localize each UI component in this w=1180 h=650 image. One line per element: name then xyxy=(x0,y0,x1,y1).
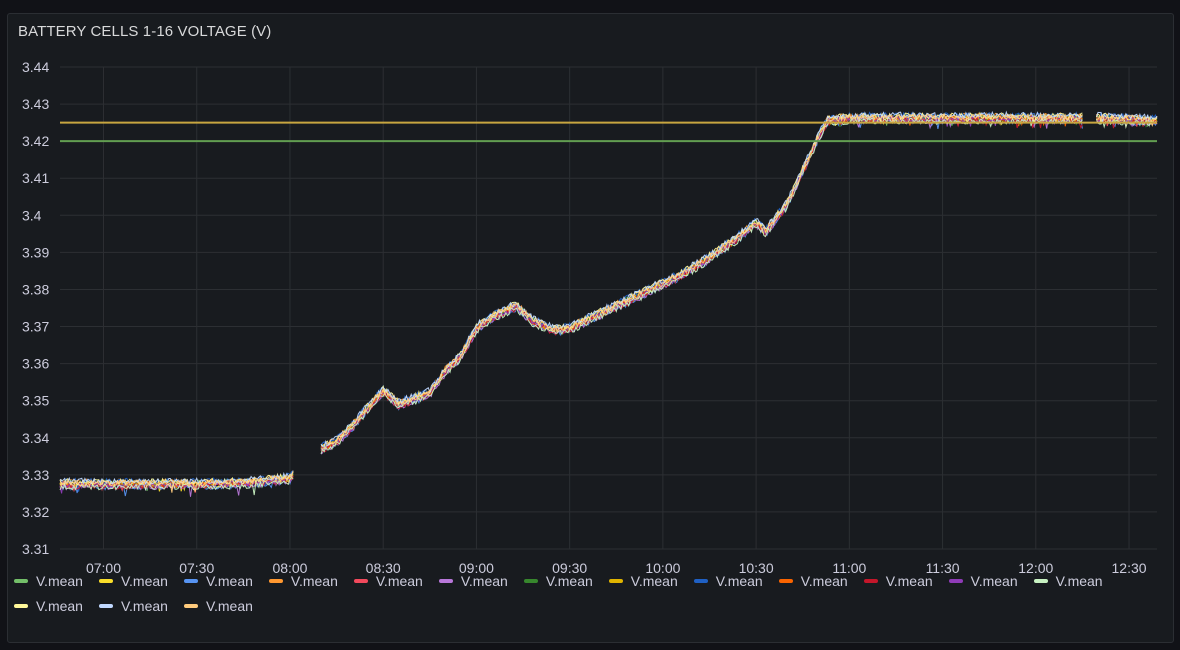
legend-label: V.mean xyxy=(205,572,253,589)
y-tick-label: 3.4 xyxy=(22,207,42,223)
y-tick-label: 3.37 xyxy=(22,319,49,335)
legend-label: V.mean xyxy=(36,572,83,589)
legend-item[interactable]: V.mean xyxy=(268,572,338,589)
panel-title: BATTERY CELLS 1-16 VOLTAGE (V) xyxy=(18,23,272,40)
series-line[interactable] xyxy=(59,113,1158,492)
x-tick-label: 08:00 xyxy=(272,560,307,576)
legend-item[interactable]: V.mean xyxy=(14,597,83,614)
x-tick-label: 08:30 xyxy=(366,560,401,576)
x-tick-label: 12:00 xyxy=(1018,560,1053,576)
y-tick-label: 3.42 xyxy=(22,133,49,149)
legend-swatch xyxy=(1033,578,1048,583)
legend-label: V.mean xyxy=(205,597,253,614)
legend-item[interactable]: V.mean xyxy=(183,572,253,589)
x-tick-label: 09:30 xyxy=(552,560,587,576)
legend-item[interactable]: V.mean xyxy=(98,572,168,589)
legend-swatch xyxy=(438,578,453,583)
legend-item[interactable]: V.mean xyxy=(183,597,253,614)
legend-item[interactable]: V.mean xyxy=(98,597,168,614)
series-line[interactable] xyxy=(59,116,1158,491)
x-tick-label: 12:30 xyxy=(1112,560,1147,576)
y-tick-label: 3.43 xyxy=(22,96,49,112)
series-line[interactable] xyxy=(59,113,1158,492)
series-line[interactable] xyxy=(59,113,1158,490)
series-line[interactable] xyxy=(59,114,1158,489)
y-tick-label: 3.34 xyxy=(22,430,49,446)
x-tick-label: 10:30 xyxy=(739,560,774,576)
legend-swatch xyxy=(778,578,793,583)
legend-item[interactable]: V.mean xyxy=(948,572,1018,589)
x-tick-label: 07:30 xyxy=(179,560,214,576)
legend-swatch xyxy=(608,578,623,583)
legend-label: V.mean xyxy=(120,597,168,614)
series-line[interactable] xyxy=(59,112,1158,493)
legend-item[interactable]: V.mean xyxy=(778,572,848,589)
legend-item[interactable]: V.mean xyxy=(523,572,593,589)
legend-label: V.mean xyxy=(290,572,338,589)
legend-label: V.mean xyxy=(460,572,508,589)
legend-label: V.mean xyxy=(120,572,168,589)
legend-swatch xyxy=(693,578,708,583)
legend-item[interactable]: V.mean xyxy=(863,572,933,589)
legend-swatch xyxy=(268,578,283,583)
legend-item[interactable]: V.mean xyxy=(353,572,423,589)
legend-item[interactable]: V.mean xyxy=(438,572,508,589)
y-tick-label: 3.31 xyxy=(22,541,49,557)
legend-swatch xyxy=(183,578,198,583)
x-tick-label: 11:00 xyxy=(832,560,866,576)
y-tick-label: 3.35 xyxy=(22,393,49,409)
legend-swatch xyxy=(14,578,28,583)
y-tick-label: 3.36 xyxy=(22,356,49,372)
legend-swatch xyxy=(98,578,113,583)
legend-swatch xyxy=(948,578,963,583)
y-tick-label: 3.38 xyxy=(22,281,49,297)
legend-swatch xyxy=(98,603,113,608)
legend-label: V.mean xyxy=(36,597,83,614)
legend-item[interactable]: V.mean xyxy=(14,572,83,589)
chart-legend: V.mean V.mean V.mean V.mean V.mean V.mean V.me… xyxy=(14,572,1134,614)
legend-item[interactable]: V.mean xyxy=(693,572,763,589)
series-line[interactable] xyxy=(59,113,1158,493)
legend-swatch xyxy=(863,578,878,583)
x-tick-label: 07:00 xyxy=(86,560,121,576)
legend-swatch xyxy=(523,578,538,583)
x-tick-label: 09:00 xyxy=(459,560,494,576)
y-tick-label: 3.44 xyxy=(22,59,49,75)
legend-label: V.mean xyxy=(885,572,933,589)
legend-label: V.mean xyxy=(375,572,423,589)
series-line[interactable] xyxy=(59,110,1158,486)
series-line[interactable] xyxy=(59,111,1158,486)
legend-label: V.mean xyxy=(970,572,1018,589)
x-tick-label: 10:00 xyxy=(645,560,680,576)
series-line[interactable] xyxy=(59,111,1158,492)
legend-swatch xyxy=(353,578,368,583)
legend-label: V.mean xyxy=(630,572,678,589)
legend-label: V.mean xyxy=(715,572,763,589)
y-tick-label: 3.33 xyxy=(22,467,49,483)
legend-swatch xyxy=(183,603,198,608)
y-tick-label: 3.32 xyxy=(22,504,49,520)
legend-label: V.mean xyxy=(545,572,593,589)
y-tick-label: 3.39 xyxy=(22,244,49,260)
legend-item[interactable]: V.mean xyxy=(608,572,678,589)
legend-label: V.mean xyxy=(1055,572,1103,589)
legend-swatch xyxy=(14,603,28,608)
legend-label: V.mean xyxy=(800,572,848,589)
series-line[interactable] xyxy=(59,111,1158,491)
legend-item[interactable]: V.mean xyxy=(1033,572,1103,589)
y-tick-label: 3.41 xyxy=(22,170,49,186)
series-line[interactable] xyxy=(59,112,1158,488)
x-tick-label: 11:30 xyxy=(926,560,960,576)
